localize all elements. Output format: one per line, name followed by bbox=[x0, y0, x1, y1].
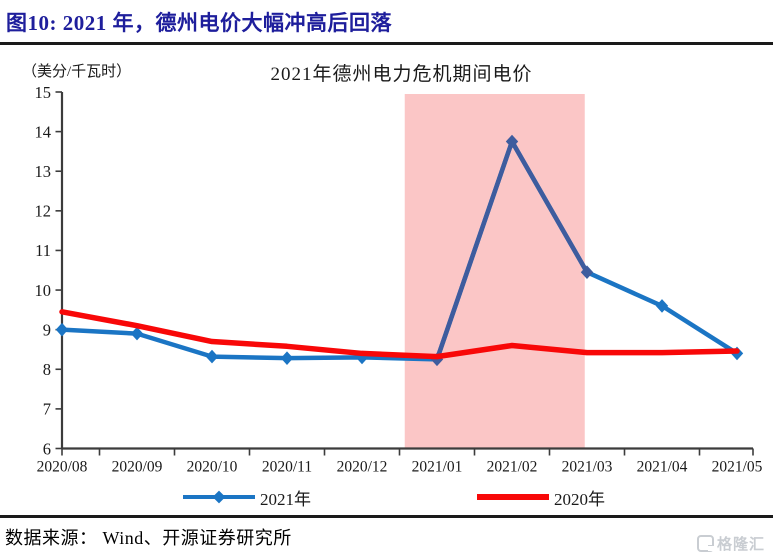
y-tick-label: 10 bbox=[35, 281, 52, 300]
y-tick-label: 8 bbox=[43, 360, 51, 379]
legend-label-2021: 2021年 bbox=[260, 489, 311, 509]
x-tick-label: 2020/08 bbox=[37, 459, 88, 476]
legend-line-2021 bbox=[183, 490, 255, 504]
y-axis-unit-label: （美分/千瓦时） bbox=[22, 64, 132, 80]
data-point-marker-2021 bbox=[505, 134, 519, 149]
y-tick-label: 6 bbox=[43, 439, 51, 458]
footer-divider bbox=[0, 515, 773, 518]
x-tick-label: 2020/11 bbox=[262, 459, 312, 476]
x-tick-label: 2020/10 bbox=[187, 459, 238, 476]
data-point-marker-2021 bbox=[55, 322, 69, 337]
data-point-marker-2021 bbox=[580, 265, 594, 280]
legend-label-2020: 2020年 bbox=[554, 489, 605, 509]
gelonghui-logo-icon bbox=[696, 535, 715, 552]
x-tick-label: 2020/09 bbox=[112, 459, 163, 476]
x-tick-label: 2021/01 bbox=[412, 459, 463, 476]
y-tick-label: 7 bbox=[43, 400, 51, 419]
x-tick-label: 2021/04 bbox=[637, 459, 688, 476]
diamond-marker-icon bbox=[212, 490, 226, 504]
data-point-marker-2021 bbox=[280, 351, 294, 365]
data-point-marker-2021 bbox=[205, 349, 219, 364]
y-tick-label: 11 bbox=[35, 241, 51, 260]
data-point-marker-2021 bbox=[130, 326, 144, 341]
x-tick-label: 2021/02 bbox=[487, 459, 538, 476]
highlight-band bbox=[404, 94, 585, 449]
y-tick-label: 12 bbox=[35, 202, 52, 221]
data-point-marker-2021 bbox=[655, 299, 669, 313]
series-2021-line bbox=[59, 139, 740, 362]
y-tick-label: 13 bbox=[35, 162, 52, 181]
chart-legend: 2021年 2020年 bbox=[0, 486, 773, 510]
x-tick-label: 2021/03 bbox=[562, 459, 613, 476]
figure-caption: 图10: 2021 年，德州电价大幅冲高后回落 bbox=[6, 11, 392, 35]
y-tick-label: 14 bbox=[35, 122, 52, 141]
caption-divider bbox=[0, 42, 773, 45]
watermark-text: 格隆汇 bbox=[716, 536, 765, 553]
y-tick-label: 9 bbox=[43, 320, 51, 339]
legend-item-2021: 2021年 bbox=[183, 486, 311, 509]
x-tick-label: 2020/12 bbox=[337, 459, 388, 476]
y-tick-label: 15 bbox=[35, 83, 52, 102]
chart-title: 2021年德州电力危机期间电价 bbox=[270, 64, 533, 85]
gelonghui-watermark: 格隆汇 bbox=[696, 533, 765, 554]
legend-item-2020: 2020年 bbox=[477, 486, 605, 509]
x-tick-label: 2021/05 bbox=[712, 459, 763, 476]
legend-line-2020 bbox=[477, 494, 549, 500]
series-2020-line bbox=[59, 309, 740, 360]
data-source-text: 数据来源： Wind、开源证券研究所 bbox=[5, 528, 292, 548]
